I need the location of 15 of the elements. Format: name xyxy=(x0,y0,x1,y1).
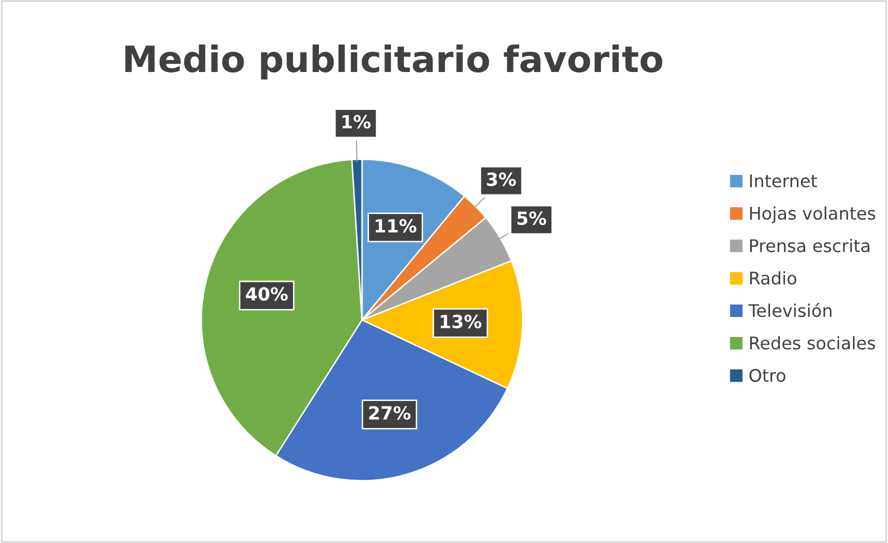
data-label: 3% xyxy=(487,172,516,186)
legend-label: Redes sociales xyxy=(750,336,876,350)
legend-label: Otro xyxy=(749,368,786,382)
data-label: 11% xyxy=(376,219,416,233)
data-label: 1% xyxy=(342,114,371,129)
legend-label: Hojas volantes xyxy=(750,206,876,224)
data-label: 40% xyxy=(246,287,288,301)
legend-label: Prensa escrita xyxy=(750,238,870,252)
legend-label: Televisión xyxy=(748,302,832,318)
data-label: 27% xyxy=(369,406,410,420)
legend-label: Internet xyxy=(750,174,817,188)
data-label: 5% xyxy=(517,211,546,226)
chart-title: Medio publicitario favorito xyxy=(125,44,662,80)
legend-label: Radio xyxy=(750,271,796,285)
data-label: 13% xyxy=(440,314,482,328)
